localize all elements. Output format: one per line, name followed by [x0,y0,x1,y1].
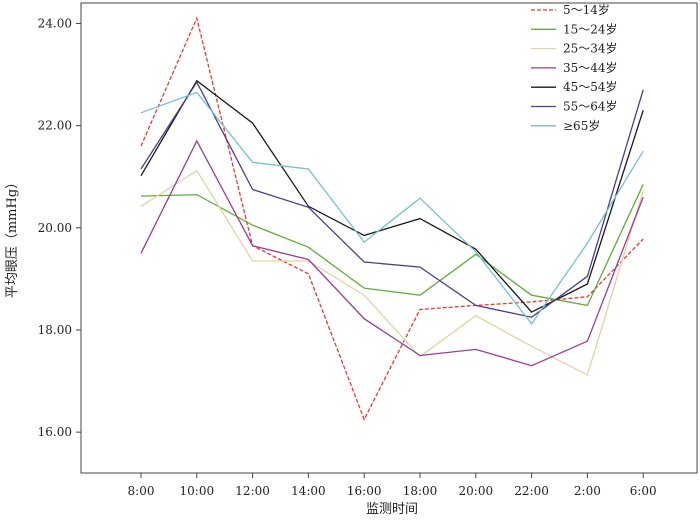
legend-label-4: 45～54岁 [563,79,618,94]
series-line-4 [140,79,644,313]
y-tick-label: 22.00 [38,119,72,133]
series-line-5 [140,80,644,318]
legend-label-5: 55～64岁 [563,99,618,114]
legend-label-2: 25～34岁 [563,41,618,56]
x-tick-label: 8:00 [128,484,155,498]
series-line-3 [140,139,644,367]
legend-label-1: 15～24岁 [563,21,618,36]
legend-label-3: 35～44岁 [563,60,618,75]
x-tick-label: 2:00 [574,484,601,498]
y-tick-label: 16.00 [38,425,72,439]
x-tick-label: 20:00 [459,484,494,498]
x-axis-title: 监测时间 [366,502,418,517]
x-tick-label: 12:00 [235,484,270,498]
legend-label-0: 5～14岁 [563,2,610,17]
legend-label-6: ≥65岁 [563,118,600,133]
series-line-0 [140,16,644,421]
x-tick-label: 14:00 [291,484,326,498]
legend: 5～14岁 15～24岁 25～34岁 35～44岁 45～54岁 55～64岁 ≥65岁 [531,2,618,133]
x-tick-label: 10:00 [180,484,215,498]
series-line-1 [140,184,644,307]
series-line-6 [140,91,644,325]
y-axis-title: 平均眼压（mmHg） [5,176,20,298]
y-tick-label: 24.00 [38,16,72,30]
x-axis-ticks: 8:00 10:00 12:00 14:00 16:00 18:00 20:00 22:00 2… [128,473,657,498]
y-tick-label: 18.00 [38,323,72,337]
series-line-2 [140,169,644,376]
x-tick-label: 22:00 [514,484,549,498]
x-tick-label: 16:00 [347,484,382,498]
y-axis-ticks: 16.00 18.00 20.00 22.00 24.00 [38,16,81,439]
plot-frame [80,2,698,474]
x-tick-label: 18:00 [403,484,438,498]
series-lines [140,16,644,421]
x-tick-label: 6:00 [630,484,657,498]
y-tick-label: 20.00 [38,221,72,235]
